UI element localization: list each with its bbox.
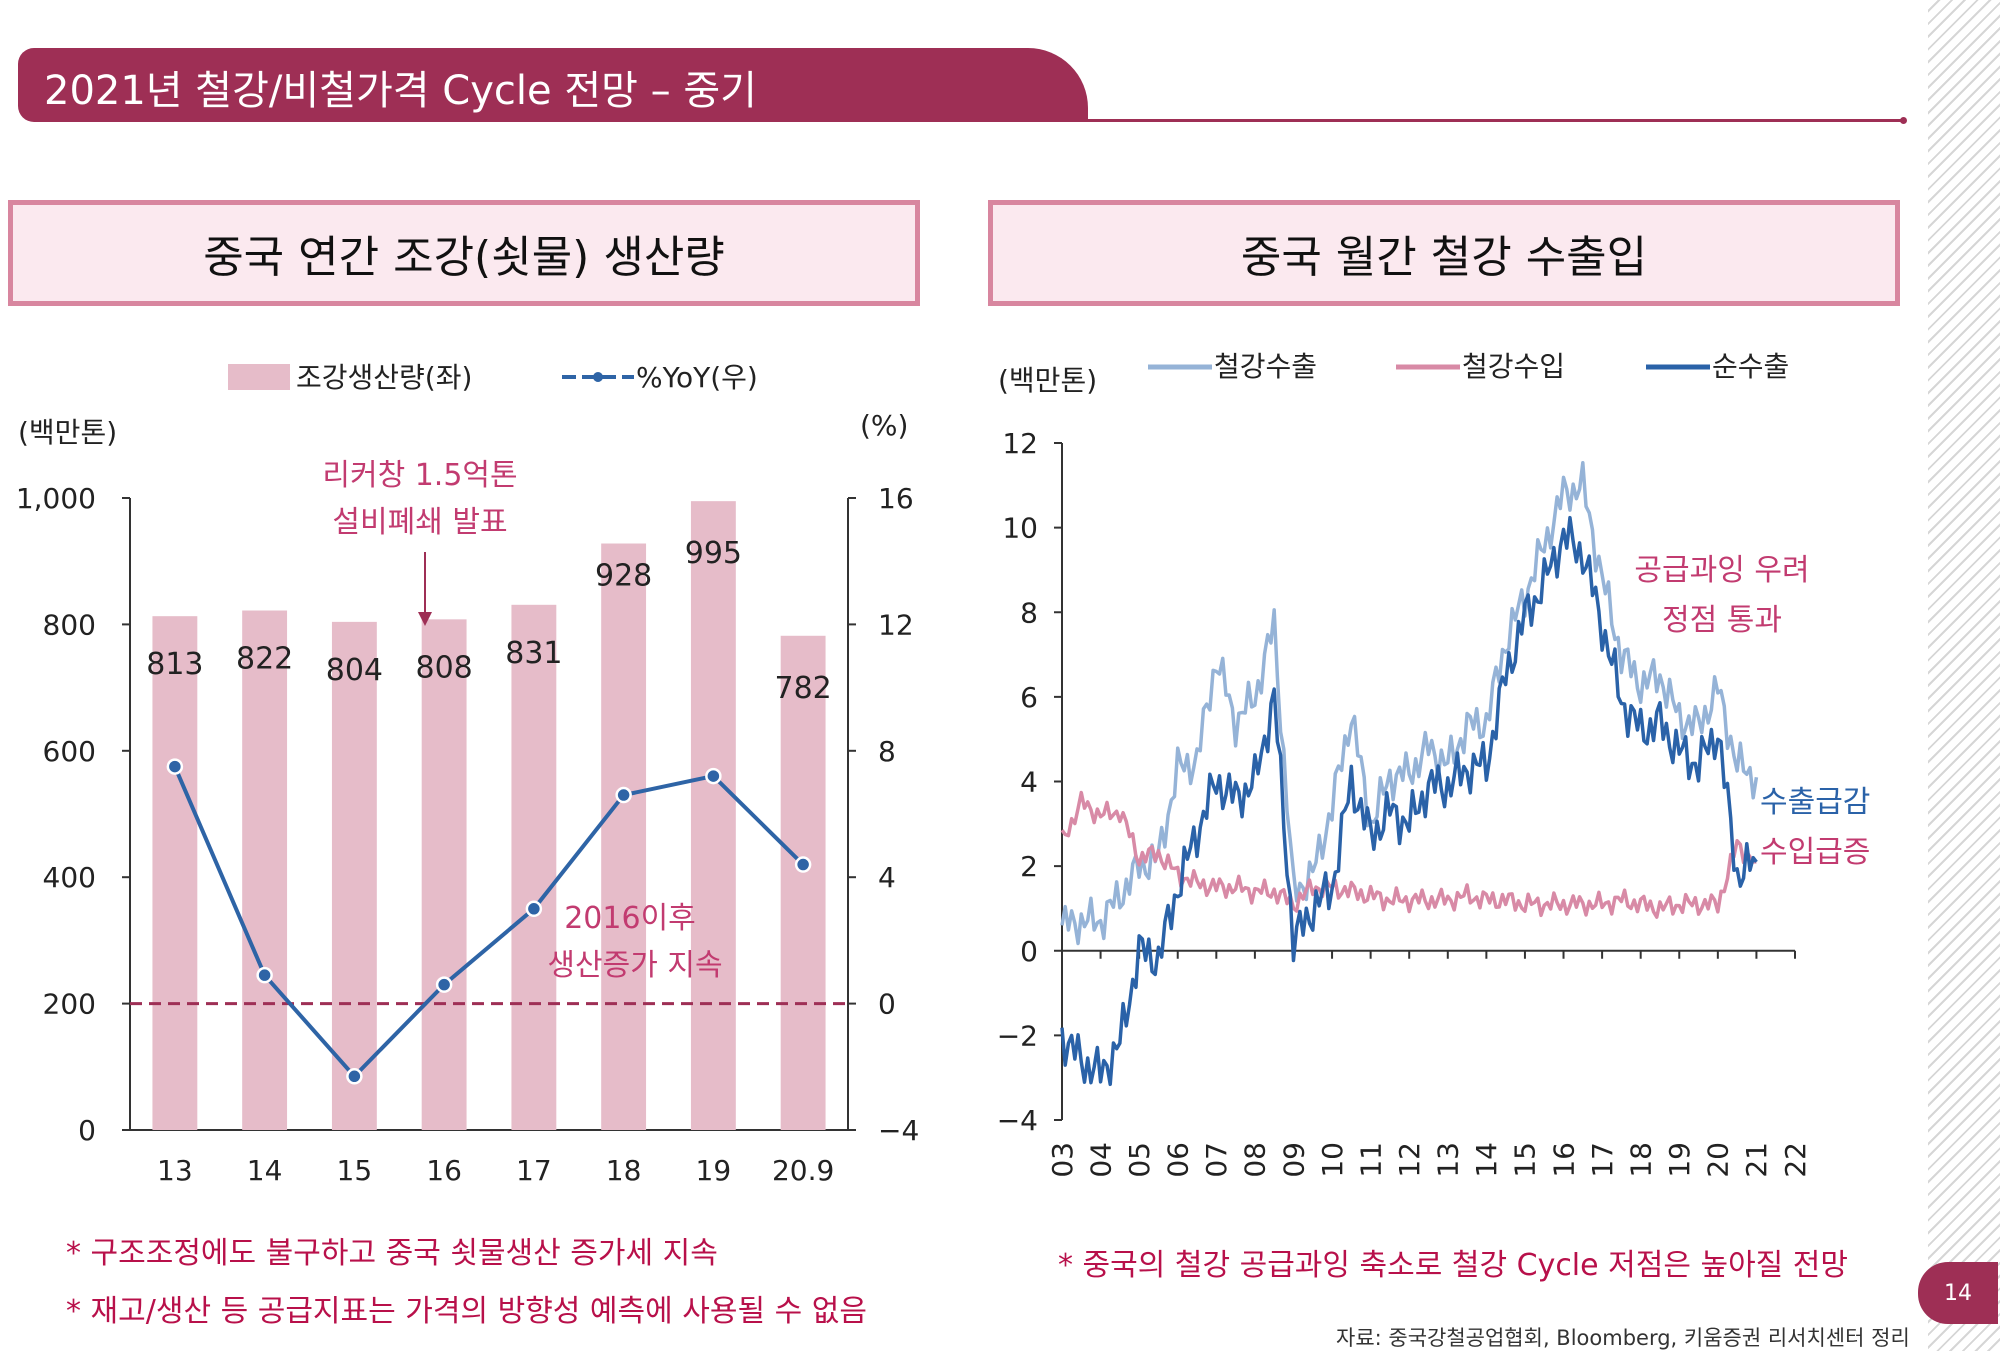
- x-tick-label: 18: [606, 1154, 642, 1187]
- x-tick-label: 19: [696, 1154, 732, 1187]
- left-footnote-1: * 구조조정에도 불구하고 중국 쇳물생산 증가세 지속: [66, 1236, 718, 1271]
- page-title: 2021년 철강/비철가격 Cycle 전망 – 중기: [44, 68, 757, 114]
- right-tick-label: 4: [878, 861, 896, 894]
- source-note: 자료: 중국강철공업협회, Bloomberg, 키움증권 리서치센터 정리: [1336, 1326, 1910, 1350]
- bar-value-label: 822: [236, 641, 293, 676]
- x-tick-label: 17: [516, 1154, 552, 1187]
- annotation-arrow-head: [418, 612, 432, 626]
- annotation-growth-line1: 2016이후: [564, 901, 696, 936]
- page-number: 14: [1918, 1262, 1998, 1324]
- left-tick-label: 1,000: [16, 482, 96, 515]
- hatch-decoration: [1928, 0, 2000, 1351]
- left-tick-label: 600: [43, 735, 96, 768]
- right-tick-label: 16: [878, 482, 914, 515]
- yoy-point: [794, 856, 812, 873]
- left-tick-label: 0: [78, 1114, 96, 1147]
- production-bar: [421, 619, 467, 1130]
- yoy-point: [615, 786, 632, 804]
- bar-value-label: 928: [595, 559, 652, 594]
- title-underline: [1000, 119, 1905, 122]
- left-footnote-2: * 재고/생산 등 공급지표는 가격의 방향성 예측에 사용될 수 없음: [66, 1294, 867, 1329]
- title-bar: [18, 48, 1088, 122]
- left-tick-label: 400: [43, 861, 96, 894]
- right-tick-label: −4: [878, 1114, 919, 1147]
- left-tick-label: 200: [43, 988, 96, 1021]
- production-bar: [780, 635, 826, 1130]
- annotation-likeqiang-line1: 리커창 1.5억톤: [322, 458, 517, 493]
- production-bar: [242, 610, 288, 1130]
- right-chart-heading: 중국 월간 철강 수출입: [988, 200, 1900, 306]
- right-footnote: * 중국의 철강 공급과잉 축소로 철강 Cycle 저점은 높아질 전망: [1058, 1248, 1849, 1283]
- yoy-point: [166, 758, 184, 775]
- production-bar: [690, 501, 736, 1130]
- yoy-point: [525, 900, 543, 918]
- legend-bar-swatch: [228, 364, 290, 390]
- production-bar: [601, 543, 647, 1130]
- legend-line-label: %YoY(우): [636, 361, 758, 394]
- x-tick-label: 15: [337, 1154, 373, 1187]
- bar-value-label: 808: [415, 650, 472, 685]
- x-tick-label: 20.9: [772, 1154, 834, 1187]
- x-tick-label: 16: [426, 1154, 462, 1187]
- right-tick-label: 12: [878, 608, 914, 641]
- annotation-likeqiang-line2: 설비폐쇄 발표: [332, 505, 507, 540]
- annotation-growth-line2: 생산증가 지속: [547, 948, 722, 983]
- right-tick-label: 8: [878, 735, 896, 768]
- right-tick-label: 0: [878, 988, 896, 1021]
- bar-value-label: 831: [505, 636, 562, 671]
- right-axis-unit: (%): [860, 409, 908, 442]
- yoy-point: [346, 1068, 363, 1085]
- yoy-line: [173, 765, 805, 1080]
- production-bar: [331, 621, 377, 1130]
- left-annotations: 리커창 1.5억톤 설비폐쇄 발표 2016이후 생산증가 지속: [322, 458, 722, 983]
- bar-value-label: 804: [326, 653, 383, 688]
- yoy-point: [705, 767, 722, 785]
- yoy-point: [435, 976, 453, 993]
- legend-bar-label: 조강생산량(좌): [296, 361, 472, 394]
- x-tick-label: 14: [247, 1154, 283, 1187]
- legend-line-marker: [593, 372, 603, 382]
- left-chart-heading: 중국 연간 조강(쇳물) 생산량: [8, 200, 920, 306]
- bar-value-label: 995: [685, 536, 742, 571]
- left-tick-label: 800: [43, 608, 96, 641]
- production-bar: [511, 604, 557, 1130]
- left-axis-unit: (백만톤): [18, 416, 117, 449]
- production-bar: [152, 616, 198, 1130]
- bar-value-label: 813: [146, 647, 203, 682]
- x-tick-label: 13: [157, 1154, 193, 1187]
- left-legend: 조강생산량(좌) %YoY(우): [228, 361, 758, 394]
- yoy-point: [256, 966, 273, 984]
- bar-value-label: 782: [774, 671, 831, 706]
- title-dot: [1900, 117, 1907, 124]
